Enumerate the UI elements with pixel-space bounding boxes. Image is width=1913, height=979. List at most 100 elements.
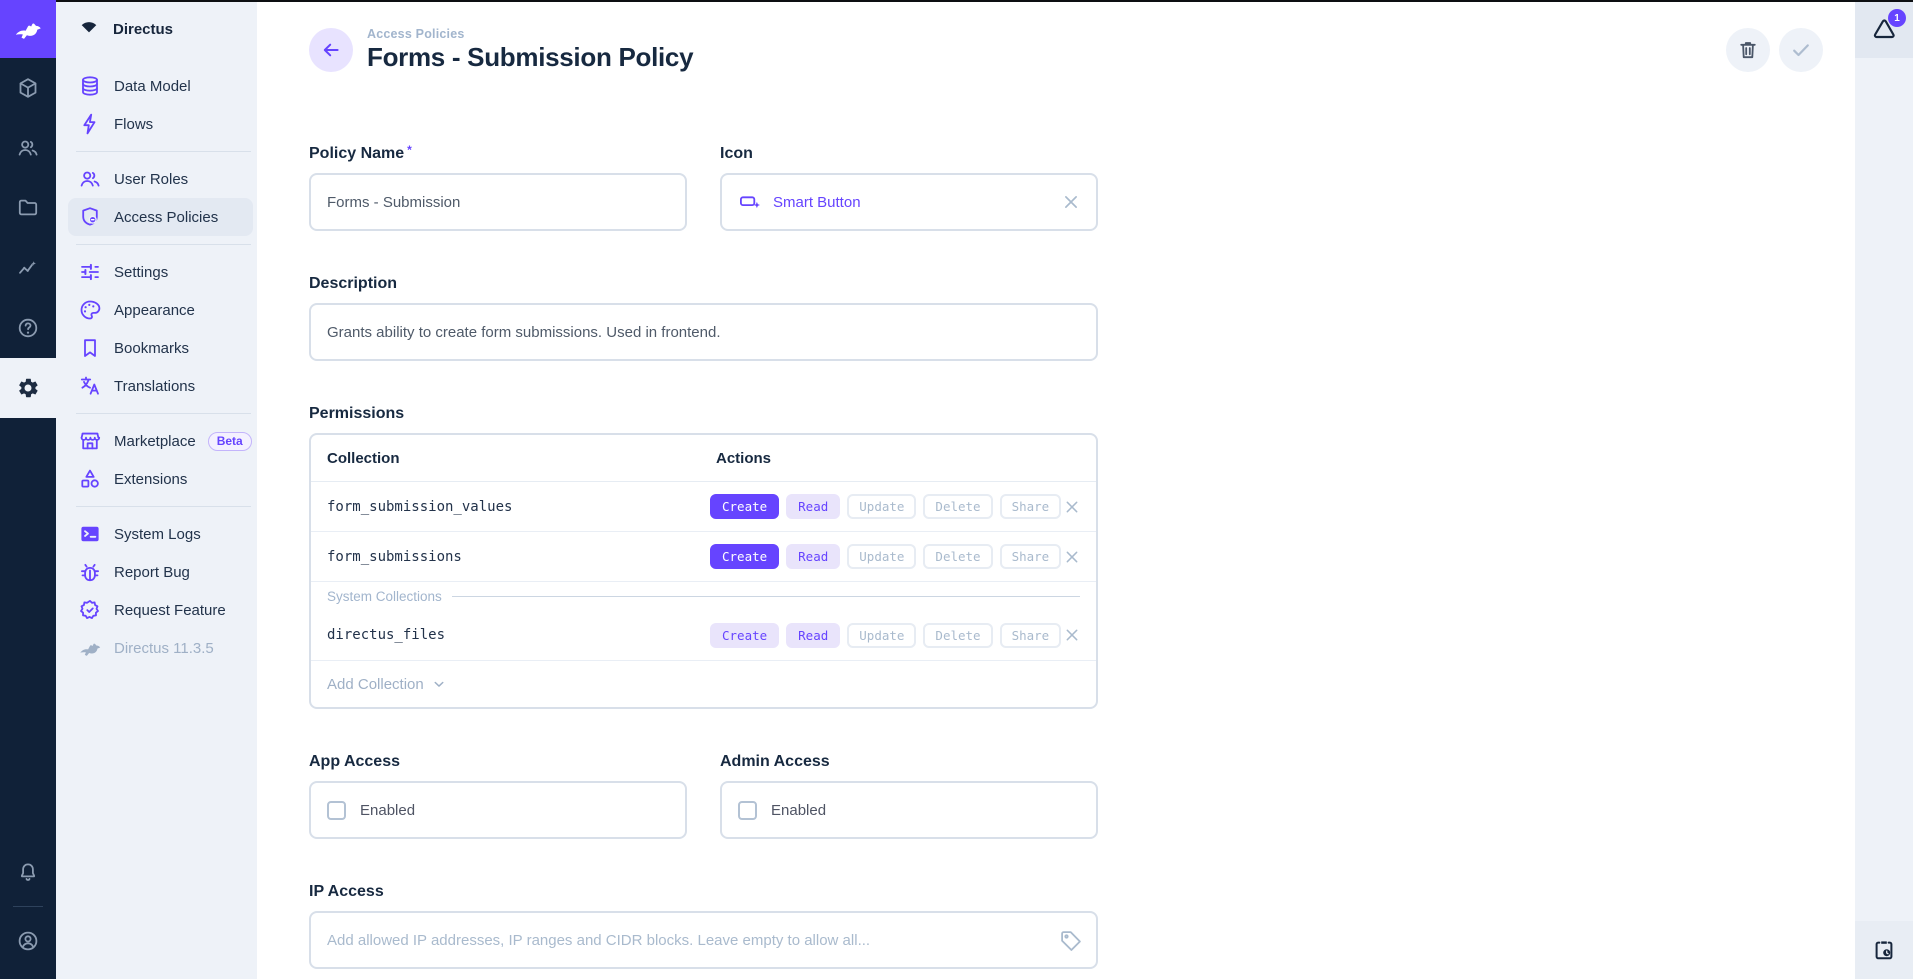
sidebar-item-label: Access Policies (114, 208, 219, 226)
module-folder-button[interactable] (0, 178, 56, 238)
module-insights-button[interactable] (0, 238, 56, 298)
chip-create-form_submissions[interactable]: Create (710, 544, 780, 569)
module-box-button[interactable] (0, 58, 56, 118)
notifications-tray-button[interactable]: 1 (1855, 0, 1913, 58)
sidebar-item-flows[interactable]: Flows (68, 105, 253, 143)
ip-access-input[interactable] (311, 913, 1058, 967)
directus-logo-button[interactable] (0, 0, 56, 58)
app-access-checkbox[interactable] (327, 800, 346, 820)
sidebar-item-bookmarks[interactable]: Bookmarks (68, 329, 253, 367)
notifications-button[interactable] (0, 842, 56, 902)
policy-name-input[interactable] (311, 175, 685, 229)
sidebar-item-label: Directus 11.3.5 (114, 639, 214, 657)
translate-icon (78, 374, 102, 398)
app-access-toggle[interactable]: Enabled (309, 781, 687, 839)
chip-read-form_submission_values[interactable]: Read (786, 494, 841, 519)
sidebar-item-label: Report Bug (114, 563, 190, 581)
settings-icon (16, 376, 40, 400)
remove-collection-button[interactable] (1062, 547, 1082, 567)
admin-access-checkbox[interactable] (738, 800, 757, 820)
check-icon (1789, 38, 1813, 62)
chip-create-directus_files[interactable]: Create (710, 622, 780, 648)
policy-name-label: Policy Name * (309, 143, 412, 162)
system-collections-label: System Collections (327, 588, 442, 604)
beta-badge: Beta (207, 431, 252, 451)
rail-bottom (0, 842, 56, 979)
sidebar-item-marketplace[interactable]: Marketplace Beta (68, 422, 253, 460)
sidebar-item-translations[interactable]: Translations (68, 367, 253, 405)
chip-update-form_submissions[interactable]: Update (847, 544, 917, 569)
description-input[interactable]: Grants ability to create form submission… (309, 303, 1098, 361)
sidebar-item-access-policies[interactable]: Access Policies (68, 198, 253, 236)
sidebar-item-extensions[interactable]: Extensions (68, 460, 253, 498)
module-help-button[interactable] (0, 298, 56, 358)
bug-icon (78, 560, 102, 584)
insights-icon (16, 256, 40, 280)
bookmark-icon (78, 336, 102, 360)
chip-read-directus_files[interactable]: Read (786, 622, 841, 648)
sidebar-item-request-feature[interactable]: Request Feature (68, 591, 253, 629)
chip-share-directus_files[interactable]: Share (999, 622, 1062, 648)
delete-button[interactable] (1726, 28, 1770, 72)
actions-column-header: Actions (716, 449, 772, 467)
save-button[interactable] (1779, 28, 1823, 72)
database-icon (78, 74, 102, 98)
activity-log-button[interactable] (1855, 921, 1913, 979)
ip-access-label: IP Access (309, 883, 384, 900)
sidebar-item-label: Settings (114, 263, 169, 281)
chip-share-form_submissions[interactable]: Share (999, 544, 1062, 569)
remove-collection-button[interactable] (1062, 497, 1082, 517)
chip-delete-directus_files[interactable]: Delete (923, 622, 993, 648)
chip-update-form_submission_values[interactable]: Update (847, 494, 917, 519)
description-label: Description (309, 275, 398, 292)
permissions-table-header: Collection Actions (311, 435, 1096, 482)
system-collections-line (451, 595, 1080, 597)
app-access-checkbox-label: Enabled (360, 801, 416, 819)
bolt-icon (78, 112, 102, 136)
action-chips: Create Read Update Delete Share (710, 494, 1062, 519)
icon-value: Smart Button (773, 193, 861, 211)
chip-update-directus_files[interactable]: Update (847, 622, 917, 648)
feature-icon (78, 598, 102, 622)
chip-read-form_submissions[interactable]: Read (786, 544, 841, 569)
sidebar-item-label: Bookmarks (114, 339, 190, 357)
chip-delete-form_submission_values[interactable]: Delete (923, 494, 993, 519)
policy-name-field: Policy Name * (309, 143, 687, 231)
chip-create-form_submission_values[interactable]: Create (710, 494, 780, 519)
admin-access-checkbox-label: Enabled (771, 801, 827, 819)
add-collection-button[interactable]: Add Collection (311, 660, 1096, 707)
back-button[interactable] (309, 28, 353, 72)
sidebar-item-appearance[interactable]: Appearance (68, 291, 253, 329)
app-access-label: App Access (309, 753, 400, 770)
module-users-button[interactable] (0, 118, 56, 178)
sidebar-item-system-logs[interactable]: System Logs (68, 515, 253, 553)
ip-access-field: IP Access (309, 883, 1098, 969)
admin-access-field: Admin Access Enabled (720, 753, 1098, 839)
box-icon (16, 76, 40, 100)
admin-access-toggle[interactable]: Enabled (720, 781, 1098, 839)
project-header[interactable]: Directus (56, 0, 257, 58)
chip-share-form_submission_values[interactable]: Share (999, 494, 1062, 519)
right-rail: 1 (1855, 0, 1913, 979)
smart-button-icon (738, 190, 762, 214)
sidebar-item-settings[interactable]: Settings (68, 253, 253, 291)
sidebar-item-directus-11-3-5[interactable]: Directus 11.3.5 (68, 629, 253, 667)
module-settings-button[interactable] (0, 358, 56, 418)
rabbit-icon (78, 636, 102, 660)
icon-picker[interactable]: Smart Button (720, 173, 1098, 231)
sidebar-divider (76, 151, 251, 152)
remove-collection-button[interactable] (1062, 625, 1082, 645)
clear-icon-button[interactable] (1060, 191, 1082, 213)
user-menu-button[interactable] (0, 911, 56, 971)
project-name: Directus (113, 20, 174, 38)
chip-delete-form_submissions[interactable]: Delete (923, 544, 993, 569)
sidebar-item-report-bug[interactable]: Report Bug (68, 553, 253, 591)
collection-name: form_submissions (327, 548, 462, 565)
app-access-field: App Access Enabled (309, 753, 687, 839)
icon-label: Icon (720, 145, 753, 162)
breadcrumb[interactable]: Access Policies (367, 27, 465, 41)
sidebar-item-data-model[interactable]: Data Model (68, 67, 253, 105)
sidebar-item-user-roles[interactable]: User Roles (68, 160, 253, 198)
sidebar-item-label: Data Model (114, 77, 191, 95)
